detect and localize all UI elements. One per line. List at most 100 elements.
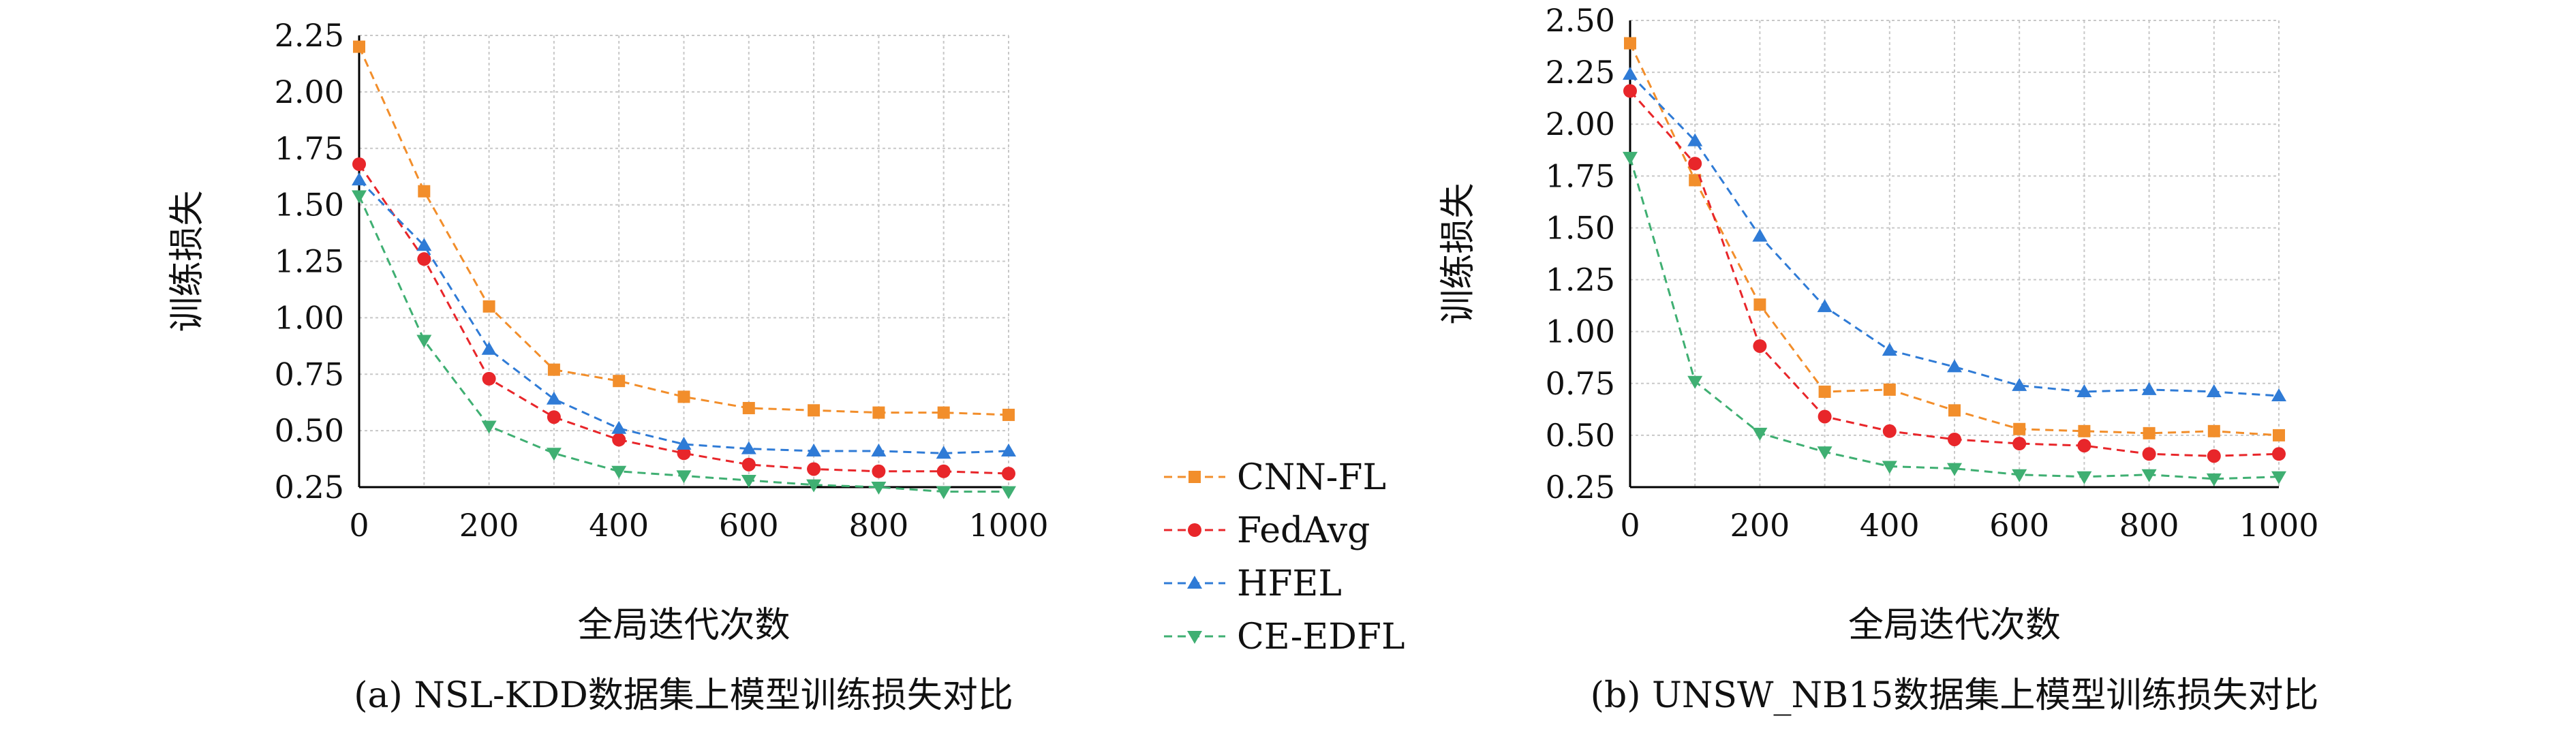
data-point-ce-edfl	[1947, 463, 1962, 476]
data-point-fedavg	[2272, 447, 2286, 461]
data-point-hfel	[1687, 133, 1703, 146]
x-axis-title: 全局迭代次数	[1848, 605, 2061, 646]
data-point-fedavg	[1002, 467, 1015, 481]
data-point-cnn-fl	[872, 406, 885, 419]
y-tick-label: 1.50	[1546, 209, 1615, 246]
gridlines	[358, 35, 1009, 488]
x-tick-label: 0	[349, 507, 369, 544]
data-point-cnn-fl	[742, 401, 755, 414]
legend-item-cnn-fl: CNN-FL	[1164, 457, 1386, 498]
series-cnn-fl	[353, 40, 1015, 421]
data-point-ce-edfl	[546, 448, 562, 461]
series-line-ce-edfl	[1629, 157, 2280, 480]
data-point-cnn-fl	[1753, 298, 1766, 311]
data-point-cnn-fl	[2013, 422, 2026, 435]
data-point-cnn-fl	[1624, 37, 1636, 50]
legend-label: FedAvg	[1237, 510, 1370, 551]
data-point-ce-edfl	[1001, 486, 1016, 499]
legend-label: HFEL	[1237, 563, 1342, 604]
data-point-ce-edfl	[806, 479, 822, 493]
data-point-hfel	[2141, 382, 2157, 395]
panel-a-nsl-kdd-chart: 0.25 0.50 0.75 1.00 1.25 1.50 1.75 2.00 2.25 0 200…	[167, 17, 1049, 716]
series-fedavg	[1623, 84, 2286, 463]
series-cnn-fl	[1624, 37, 2285, 441]
data-point-ce-edfl	[416, 335, 432, 348]
data-point-hfel	[481, 341, 497, 355]
data-point-cnn-fl	[2143, 426, 2156, 439]
y-tick-label: 1.25	[275, 243, 344, 280]
panel-caption: (a) NSL-KDD数据集上模型训练损失对比	[354, 675, 1013, 716]
legend-marker	[1188, 523, 1201, 537]
y-tick-label: 0.75	[275, 356, 344, 392]
y-tick-label: 2.00	[275, 74, 344, 110]
x-tick-label: 800	[848, 507, 908, 544]
data-point-hfel	[1001, 443, 1016, 456]
data-point-ce-edfl	[2012, 469, 2027, 482]
data-point-fedavg	[936, 464, 951, 478]
data-point-fedavg	[547, 410, 561, 424]
data-point-cnn-fl	[613, 375, 626, 388]
data-point-cnn-fl	[937, 406, 950, 419]
data-point-fedavg	[2142, 447, 2156, 461]
series-line-cnn-fl	[358, 46, 1009, 416]
data-point-fedavg	[1818, 409, 1832, 424]
legend-label: CNN-FL	[1237, 457, 1386, 498]
data-point-cnn-fl	[677, 390, 690, 403]
data-point-cnn-fl	[547, 363, 560, 376]
data-point-hfel	[2206, 384, 2222, 397]
data-point-hfel	[416, 238, 432, 251]
y-axis-title: 训练损失	[167, 190, 208, 332]
data-point-ce-edfl	[936, 486, 951, 499]
data-point-cnn-fl	[1002, 408, 1015, 421]
data-point-ce-edfl	[741, 475, 756, 488]
data-point-hfel	[741, 441, 756, 454]
data-point-ce-edfl	[676, 470, 692, 484]
x-tick-label: 1000	[2239, 507, 2318, 544]
y-tick-label: 0.75	[1546, 365, 1615, 402]
y-tick-label: 0.50	[275, 412, 344, 449]
x-tick-label: 1000	[968, 507, 1048, 544]
y-tick-label: 1.00	[275, 299, 344, 336]
data-point-fedavg	[612, 433, 626, 447]
y-tick-label: 1.00	[1546, 313, 1615, 350]
x-tick-label: 200	[1730, 507, 1790, 544]
data-point-cnn-fl	[1689, 174, 1702, 187]
y-tick-label: 0.25	[275, 469, 344, 506]
data-point-fedavg	[1882, 424, 1897, 438]
data-point-ce-edfl	[871, 482, 887, 495]
data-point-hfel	[1947, 359, 1962, 373]
data-point-hfel	[352, 172, 367, 186]
data-point-fedavg	[2077, 439, 2091, 453]
legend-item-fedavg: FedAvg	[1164, 510, 1370, 551]
data-point-cnn-fl	[2273, 429, 2285, 441]
chart-legend: CNN-FL FedAvg HFEL CE-EDFL	[1164, 457, 1405, 657]
data-point-fedavg	[1623, 84, 1637, 98]
data-point-hfel	[1752, 228, 1768, 242]
data-point-hfel	[936, 446, 951, 459]
y-tick-label: 1.25	[1546, 262, 1615, 298]
y-tick-label: 1.75	[275, 130, 344, 167]
data-point-cnn-fl	[2207, 424, 2220, 437]
data-point-hfel	[611, 420, 627, 434]
data-point-fedavg	[1688, 157, 1702, 171]
data-point-hfel	[676, 437, 692, 450]
series-hfel	[1623, 67, 2286, 402]
data-point-ce-edfl	[1687, 375, 1703, 389]
data-point-fedavg	[417, 252, 431, 266]
y-tick-label: 2.00	[1546, 106, 1615, 142]
x-tick-label: 600	[1989, 507, 2049, 544]
data-point-cnn-fl	[2078, 424, 2091, 437]
legend-label: CE-EDFL	[1237, 617, 1405, 657]
data-point-hfel	[806, 443, 822, 456]
y-tick-label: 2.25	[1546, 54, 1615, 91]
series-ce-edfl	[1623, 151, 2286, 486]
data-point-ce-edfl	[1752, 427, 1768, 441]
data-point-ce-edfl	[2271, 471, 2286, 484]
data-point-fedavg	[872, 464, 886, 478]
data-point-hfel	[546, 391, 562, 405]
data-point-fedavg	[807, 462, 821, 476]
y-tick-label: 1.50	[275, 187, 344, 223]
data-point-ce-edfl	[1623, 151, 1638, 165]
legend-marker	[1187, 631, 1202, 644]
